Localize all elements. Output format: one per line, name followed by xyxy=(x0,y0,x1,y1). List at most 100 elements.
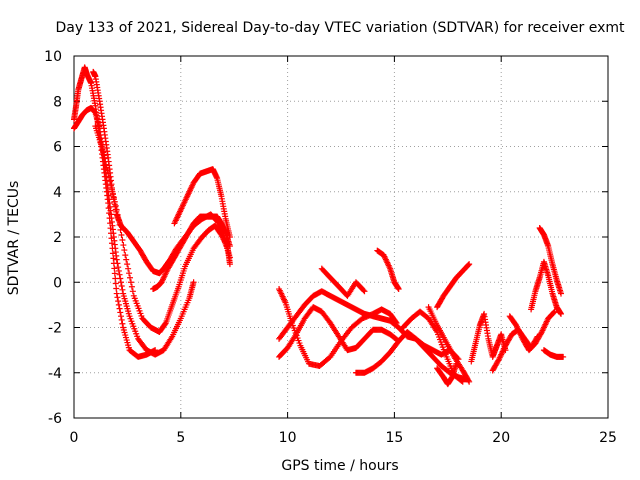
data-point xyxy=(128,283,135,290)
data-point xyxy=(109,190,116,197)
y-tick-label: 4 xyxy=(53,185,62,201)
data-point xyxy=(466,261,473,268)
data-point xyxy=(115,301,122,308)
data-point xyxy=(113,206,120,213)
y-tick-label: 6 xyxy=(53,140,62,156)
data-point xyxy=(117,275,124,282)
data-point xyxy=(103,164,110,171)
data-point xyxy=(108,182,115,189)
data-point xyxy=(558,290,565,297)
data-point xyxy=(119,237,126,244)
data-point xyxy=(226,234,233,240)
data-point xyxy=(113,285,120,292)
data-point xyxy=(162,320,169,327)
data-point xyxy=(127,274,134,281)
plot-frame xyxy=(73,55,609,419)
data-point xyxy=(108,186,115,193)
data-point xyxy=(550,309,557,316)
data-point xyxy=(107,178,114,185)
data-point xyxy=(109,250,116,257)
data-point xyxy=(103,161,110,168)
data-point xyxy=(117,313,124,320)
data-point xyxy=(115,264,122,271)
series-arc-14 xyxy=(425,304,473,385)
series-arc-10 xyxy=(318,265,368,299)
data-point xyxy=(465,377,472,384)
data-point xyxy=(126,270,133,277)
data-point xyxy=(120,242,127,249)
series-arc-2 xyxy=(71,105,197,358)
x-tick-label: 20 xyxy=(492,430,510,446)
data-point xyxy=(459,378,466,385)
data-point xyxy=(114,294,121,301)
series-arc-21 xyxy=(536,224,565,297)
data-point xyxy=(118,316,125,323)
data-point xyxy=(190,279,197,286)
series-arc-12 xyxy=(374,247,402,293)
data-point xyxy=(114,260,121,267)
series-arc-16 xyxy=(434,360,460,388)
x-tick-label: 10 xyxy=(279,430,297,446)
data-point xyxy=(113,256,120,263)
series-arc-8 xyxy=(276,288,462,363)
data-point xyxy=(558,310,565,317)
x-tick-label: 25 xyxy=(599,430,617,446)
data-point xyxy=(395,286,402,293)
series-arc-22 xyxy=(540,347,567,360)
x-tick-label: 0 xyxy=(70,430,79,446)
y-axis-label: SDTVAR / TECUs xyxy=(6,181,22,296)
data-point xyxy=(111,198,118,205)
data-point xyxy=(119,286,126,293)
data-point xyxy=(112,202,119,209)
data-point xyxy=(105,170,112,177)
series-arc-9 xyxy=(276,304,402,360)
y-tick-label: 0 xyxy=(53,275,62,291)
series-arc-13 xyxy=(399,308,466,385)
y-tick-labels: -6 -4 -2 0 2 4 6 8 10 xyxy=(44,49,62,427)
series-arc-5 xyxy=(150,213,233,293)
data-point xyxy=(560,353,567,360)
data-points xyxy=(71,64,567,388)
data-point xyxy=(122,252,129,259)
chart-title: Day 133 of 2021, Sidereal Day-to-day VTE… xyxy=(56,20,626,36)
data-point xyxy=(99,146,106,153)
series-arc-6 xyxy=(171,166,233,240)
data-point xyxy=(127,279,134,286)
data-point xyxy=(124,261,131,268)
data-point xyxy=(129,288,136,295)
y-tick-label: -2 xyxy=(48,321,62,337)
data-point xyxy=(116,221,123,228)
data-point xyxy=(104,167,111,174)
data-point xyxy=(100,152,107,159)
data-point xyxy=(111,270,118,277)
data-point xyxy=(116,271,123,278)
data-point xyxy=(102,158,109,165)
data-point xyxy=(226,243,233,250)
data-point xyxy=(226,261,233,268)
series-arc-15 xyxy=(434,261,473,311)
data-point xyxy=(117,309,124,316)
x-tick-labels: 0 5 10 15 20 25 xyxy=(70,430,617,446)
data-point xyxy=(106,174,113,181)
data-point xyxy=(119,320,126,327)
data-point xyxy=(115,216,122,223)
data-point xyxy=(453,360,460,367)
data-point xyxy=(111,265,118,272)
data-point xyxy=(114,211,121,218)
x-axis-label: GPS time / hours xyxy=(281,458,398,474)
series-arc-19 xyxy=(506,308,558,354)
data-point xyxy=(118,231,125,238)
x-tick-label: 5 xyxy=(176,430,185,446)
data-point xyxy=(458,378,465,385)
x-tick-label: 15 xyxy=(385,430,403,446)
y-tick-label: 10 xyxy=(44,49,62,65)
data-point xyxy=(112,280,119,287)
data-point xyxy=(121,247,128,254)
data-point xyxy=(117,226,124,233)
series-arc-4 xyxy=(92,123,233,336)
data-point xyxy=(98,143,105,150)
data-point xyxy=(101,155,108,162)
data-point xyxy=(125,265,132,272)
y-tick-label: -6 xyxy=(48,411,62,427)
